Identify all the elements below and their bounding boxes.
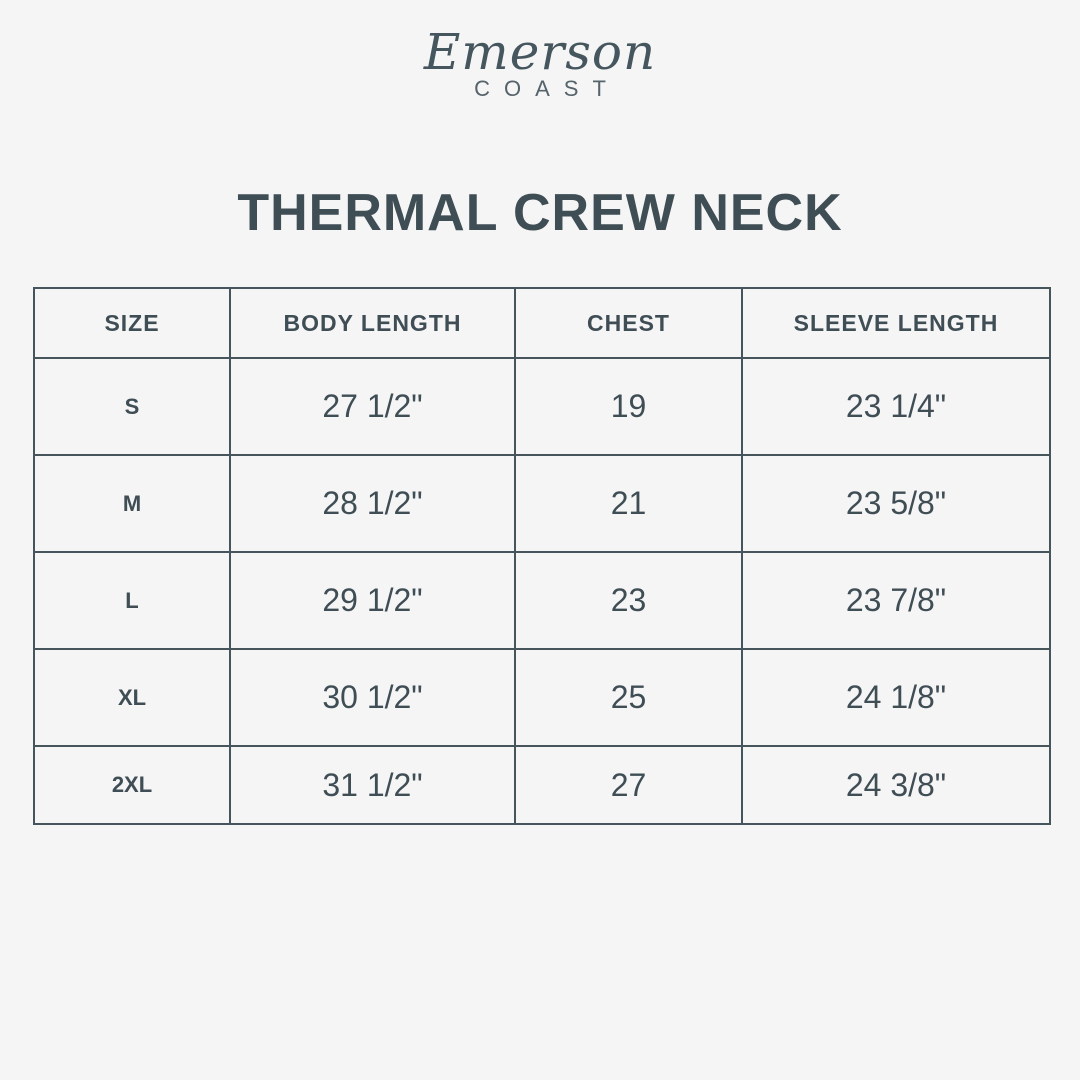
cell-body-length: 30 1/2" bbox=[229, 648, 516, 747]
header-size: SIZE bbox=[33, 287, 231, 359]
page-title: THERMAL CREW NECK bbox=[237, 184, 843, 242]
table-row: M 28 1/2" 21 23 5/8" bbox=[33, 454, 1051, 553]
cell-sleeve-length: 24 1/8" bbox=[741, 648, 1051, 747]
table-header-row: SIZE BODY LENGTH CHEST SLEEVE LENGTH bbox=[33, 287, 1051, 359]
table-row: S 27 1/2" 19 23 1/4" bbox=[33, 357, 1051, 456]
cell-sleeve-length: 24 3/8" bbox=[741, 745, 1051, 825]
brand-logo: Emerson COAST bbox=[0, 22, 1080, 102]
header-body-length: BODY LENGTH bbox=[229, 287, 516, 359]
cell-size: M bbox=[33, 454, 231, 553]
table-row: L 29 1/2" 23 23 7/8" bbox=[33, 551, 1051, 650]
header-sleeve-length: SLEEVE LENGTH bbox=[741, 287, 1051, 359]
cell-size: L bbox=[33, 551, 231, 650]
logo-subtext: COAST bbox=[474, 76, 620, 101]
header-chest: CHEST bbox=[514, 287, 743, 359]
cell-chest: 27 bbox=[514, 745, 743, 825]
cell-chest: 19 bbox=[514, 357, 743, 456]
logo-script-text: Emerson bbox=[423, 23, 657, 81]
cell-sleeve-length: 23 5/8" bbox=[741, 454, 1051, 553]
cell-body-length: 28 1/2" bbox=[229, 454, 516, 553]
cell-size: S bbox=[33, 357, 231, 456]
cell-chest: 23 bbox=[514, 551, 743, 650]
size-chart-table: SIZE BODY LENGTH CHEST SLEEVE LENGTH S 27… bbox=[33, 287, 1051, 825]
cell-body-length: 29 1/2" bbox=[229, 551, 516, 650]
cell-body-length: 27 1/2" bbox=[229, 357, 516, 456]
cell-size: 2XL bbox=[33, 745, 231, 825]
cell-sleeve-length: 23 7/8" bbox=[741, 551, 1051, 650]
cell-chest: 25 bbox=[514, 648, 743, 747]
cell-body-length: 31 1/2" bbox=[229, 745, 516, 825]
cell-size: XL bbox=[33, 648, 231, 747]
table-row: XL 30 1/2" 25 24 1/8" bbox=[33, 648, 1051, 747]
cell-chest: 21 bbox=[514, 454, 743, 553]
cell-sleeve-length: 23 1/4" bbox=[741, 357, 1051, 456]
table-row: 2XL 31 1/2" 27 24 3/8" bbox=[33, 745, 1051, 825]
